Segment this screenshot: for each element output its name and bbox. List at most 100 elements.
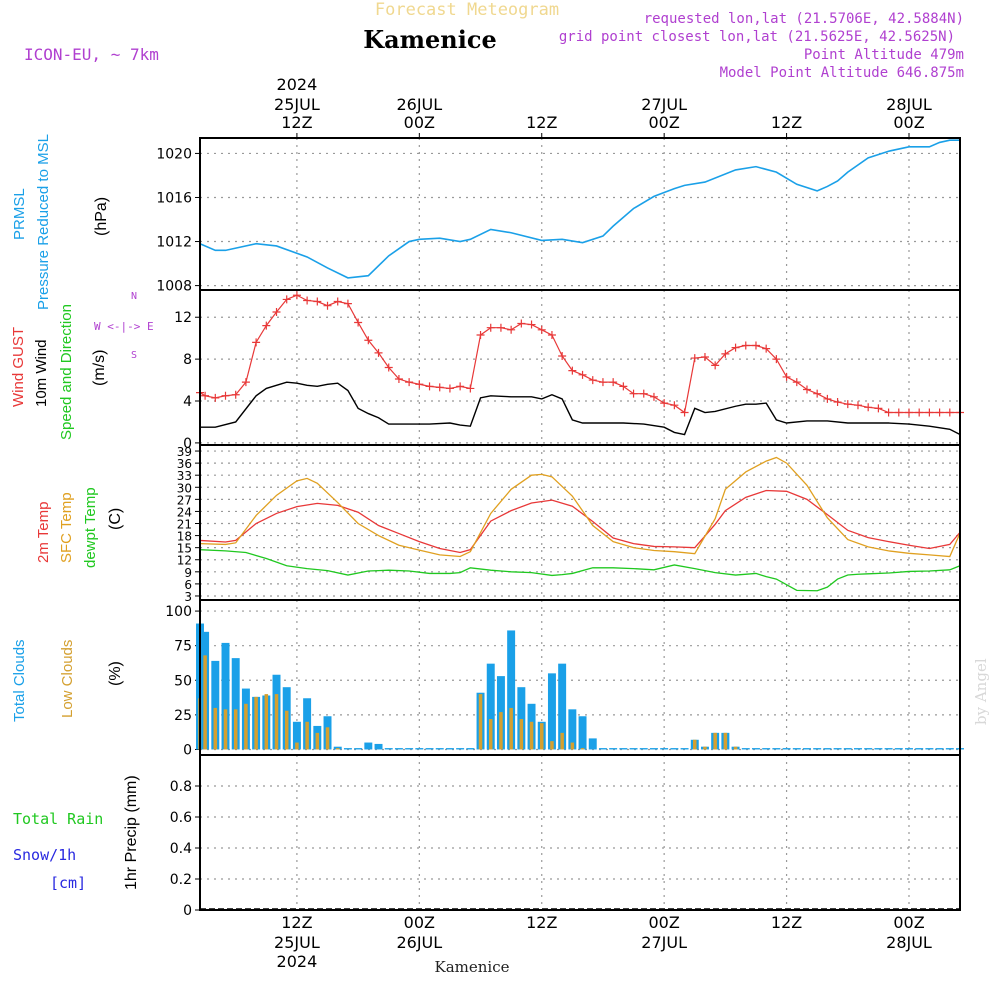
bottom-time-label: 26JUL bbox=[396, 933, 442, 952]
bottom-time-label: 28JUL bbox=[886, 933, 932, 952]
gust-marker bbox=[496, 323, 505, 332]
low-cloud-bar bbox=[713, 732, 717, 750]
ytick-label: 12 bbox=[174, 310, 192, 326]
temperature-2m-line bbox=[199, 489, 961, 554]
total-cloud-bar bbox=[874, 748, 883, 750]
wind-unit: (m/s) bbox=[91, 350, 108, 386]
gust-marker bbox=[588, 376, 597, 385]
gust-marker bbox=[649, 392, 658, 401]
gust-marker bbox=[731, 343, 740, 352]
gust-marker bbox=[456, 382, 465, 391]
gust-marker bbox=[721, 349, 730, 358]
total-cloud-bar bbox=[221, 642, 230, 750]
wind-10m-label: 10m Wind bbox=[33, 339, 50, 407]
bottom-time-label: 25JUL bbox=[274, 933, 320, 952]
total-cloud-bar bbox=[854, 748, 862, 750]
gust-marker bbox=[527, 320, 536, 329]
ytick-label: 8 bbox=[183, 352, 192, 368]
total-cloud-bar bbox=[762, 748, 771, 750]
gust-marker bbox=[486, 323, 495, 332]
panel-frame bbox=[199, 754, 961, 911]
low-cloud-bar bbox=[223, 709, 228, 750]
low-cloud-bar bbox=[519, 719, 524, 750]
gust-marker bbox=[507, 325, 516, 334]
snow-label: Snow/1h bbox=[13, 846, 76, 864]
total-cloud-bar bbox=[456, 748, 465, 750]
dewpoint-line bbox=[199, 549, 961, 592]
temp-unit: (C) bbox=[107, 508, 124, 530]
top-time-label: 2024 bbox=[277, 75, 318, 94]
ytick-label: 6 bbox=[184, 578, 192, 592]
wind-gust-line bbox=[199, 294, 960, 414]
top-time-label: 12Z bbox=[771, 113, 802, 132]
panel-frame bbox=[199, 444, 961, 601]
low-cloud-bar bbox=[539, 723, 544, 750]
low-cloud-bar bbox=[315, 732, 320, 750]
top-time-label: 25JUL bbox=[274, 95, 320, 114]
panel-wind: 0 4 8 12 bbox=[174, 289, 964, 452]
ytick-label: 36 bbox=[177, 457, 192, 471]
ytick-label: 100 bbox=[165, 604, 192, 620]
total-cloud-bar bbox=[843, 748, 852, 750]
precip-labels: Total Rain Snow/1h [cm] 1hr Precip (mm) bbox=[13, 775, 140, 892]
ytick-label: 3 bbox=[184, 590, 192, 604]
total-cloud-bar bbox=[649, 748, 658, 750]
total-cloud-bar bbox=[445, 748, 454, 750]
total-cloud-bar bbox=[547, 673, 556, 750]
total-cloud-bar bbox=[354, 748, 363, 750]
gust-marker bbox=[864, 403, 873, 412]
gust-marker bbox=[374, 348, 383, 357]
gust-marker bbox=[282, 295, 291, 304]
gust-marker bbox=[619, 382, 628, 391]
gust-marker bbox=[598, 378, 607, 387]
gust-marker bbox=[833, 398, 842, 407]
top-time-label: 12Z bbox=[526, 113, 557, 132]
gust-marker bbox=[262, 321, 271, 330]
total-cloud-bar bbox=[364, 742, 373, 750]
total-cloud-bar bbox=[588, 738, 597, 750]
gust-marker bbox=[578, 370, 587, 379]
temp-sfc-label: SFC Temp bbox=[58, 492, 75, 563]
gust-marker bbox=[537, 325, 546, 334]
gust-marker bbox=[874, 404, 883, 413]
low-cloud-bar bbox=[335, 748, 340, 750]
gust-marker bbox=[700, 353, 709, 362]
ytick-label: 9 bbox=[184, 566, 192, 580]
total-cloud-bar bbox=[945, 748, 954, 750]
total-cloud-bar bbox=[660, 748, 669, 750]
bottom-time-label: 27JUL bbox=[641, 933, 687, 952]
pressure-label-b: Pressure Reduced to MSL bbox=[35, 134, 52, 310]
snow-unit: [cm] bbox=[50, 874, 86, 892]
gust-marker bbox=[435, 383, 444, 392]
gust-marker bbox=[405, 378, 414, 387]
gust-marker bbox=[415, 380, 424, 389]
ytick-label: 12 bbox=[177, 554, 192, 568]
gust-marker bbox=[660, 399, 669, 408]
gust-marker bbox=[384, 363, 393, 372]
gust-marker bbox=[945, 408, 954, 417]
sfc-temp-line bbox=[199, 456, 961, 558]
total-cloud-bar bbox=[568, 709, 577, 750]
total-cloud-bar bbox=[517, 687, 526, 750]
total-cloud-bar bbox=[333, 746, 342, 750]
total-cloud-bar bbox=[935, 748, 944, 750]
ytick-label: 0.4 bbox=[170, 841, 192, 857]
total-cloud-bar bbox=[558, 663, 567, 750]
gust-marker bbox=[201, 391, 210, 400]
gust-marker bbox=[343, 299, 352, 308]
low-cloud-bar bbox=[264, 694, 269, 750]
low-cloud-bar bbox=[570, 742, 575, 750]
total-cloud-bar bbox=[792, 748, 801, 750]
wind-speed-dir-label: Speed and Direction bbox=[58, 304, 75, 440]
low-cloud-bar bbox=[488, 719, 493, 750]
gust-marker bbox=[853, 401, 862, 410]
total-cloud-bar bbox=[507, 630, 516, 750]
low-cloud-bar bbox=[529, 721, 534, 750]
gust-marker bbox=[935, 408, 944, 417]
wind-compass: W <-|-> E bbox=[94, 320, 154, 333]
gust-marker bbox=[823, 394, 832, 403]
gust-marker bbox=[303, 296, 312, 305]
total-cloud-bar bbox=[415, 748, 424, 750]
